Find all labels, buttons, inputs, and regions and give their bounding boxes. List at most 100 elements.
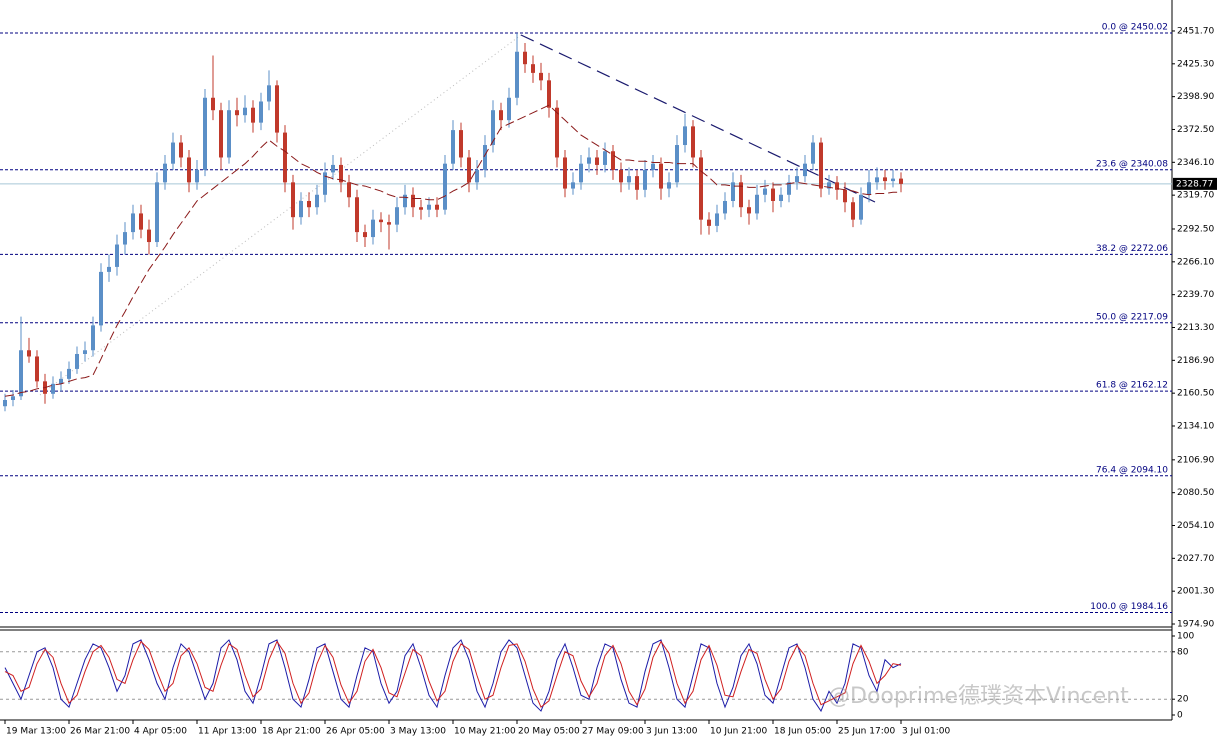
candle-body <box>259 101 263 123</box>
y-tick-label: 2106.90 <box>1177 455 1214 465</box>
y-tick-label: 2213.30 <box>1177 323 1214 333</box>
oscillator-line <box>4 640 902 708</box>
candle-body <box>19 350 23 397</box>
y-tick-label: 2372.50 <box>1177 125 1214 135</box>
candle-body <box>723 200 727 214</box>
candle-body <box>715 213 719 226</box>
candle-body <box>491 110 495 146</box>
candle-body <box>883 177 887 182</box>
candle-body <box>531 64 535 73</box>
candle-body <box>579 163 583 183</box>
candle-body <box>451 130 455 164</box>
x-tick-label: 18 Jun 05:00 <box>774 727 831 737</box>
candle-body <box>67 368 71 379</box>
candle-body <box>139 213 143 230</box>
candle-body <box>35 356 39 382</box>
candle-body <box>299 200 303 218</box>
fibo-label: 23.6 @ 2340.08 <box>1096 159 1168 169</box>
candle-body <box>795 176 799 183</box>
candle-body <box>163 163 167 183</box>
candle-body <box>827 182 831 189</box>
fibo-label: 76.4 @ 2094.10 <box>1096 465 1168 475</box>
y-tick-label: 2027.70 <box>1177 554 1214 564</box>
fibo-label: 100.0 @ 1984.16 <box>1090 602 1168 612</box>
x-tick-label: 3 Jun 13:00 <box>646 727 698 737</box>
y-tick-label: 2346.10 <box>1177 158 1214 168</box>
y-tick-label: 2292.50 <box>1177 224 1214 234</box>
candle-body <box>571 182 575 189</box>
candle-body <box>659 163 663 189</box>
candle-body <box>651 163 655 170</box>
candle-body <box>291 182 295 218</box>
candle-body <box>27 350 31 357</box>
candle-body <box>83 350 87 354</box>
candle-body <box>899 178 903 184</box>
candle-body <box>187 157 191 183</box>
candle-body <box>819 142 823 189</box>
candle-body <box>403 194 407 208</box>
y-tick-label: 2425.30 <box>1177 59 1214 69</box>
y-tick-label: 2080.50 <box>1177 488 1214 498</box>
candle-body <box>739 182 743 208</box>
fibo-label: 0.0 @ 2450.02 <box>1102 23 1168 33</box>
last-price-box <box>1173 177 1217 190</box>
candle-body <box>459 130 463 158</box>
candle-body <box>699 157 703 220</box>
candle-body <box>75 353 79 369</box>
y-tick-label: 100 <box>1177 632 1194 642</box>
candle-body <box>331 164 335 173</box>
candle-body <box>211 97 215 111</box>
last-price-label: 2328.77 <box>1176 179 1213 189</box>
y-tick-label: 2451.70 <box>1177 26 1214 36</box>
candle-body <box>787 182 791 195</box>
x-tick-label: 10 May 21:00 <box>454 727 516 737</box>
candle-body <box>779 194 783 201</box>
y-tick-label: 0 <box>1177 711 1183 721</box>
candle-body <box>691 126 695 158</box>
candle-body <box>227 110 231 158</box>
y-tick-label: 2398.90 <box>1177 92 1214 102</box>
candle-body <box>339 164 343 183</box>
candle-body <box>731 182 735 201</box>
candle-body <box>3 400 7 407</box>
candle-body <box>243 107 247 116</box>
candle-body <box>115 244 119 267</box>
candle-body <box>595 157 599 165</box>
candle-body <box>859 194 863 220</box>
candle-body <box>155 182 159 243</box>
candle-body <box>475 169 479 183</box>
y-tick-label: 2239.70 <box>1177 290 1214 300</box>
candle-body <box>851 202 855 220</box>
candle-body <box>267 85 271 102</box>
fibo-base-line <box>39 34 522 396</box>
candle-body <box>347 182 351 198</box>
candle-body <box>811 142 815 164</box>
candle-body <box>131 213 135 233</box>
fibo-label: 50.0 @ 2217.09 <box>1096 312 1168 322</box>
candle-body <box>611 151 615 170</box>
candle-body <box>755 194 759 214</box>
candle-body <box>195 169 199 183</box>
candle-body <box>547 80 551 108</box>
candle-body <box>147 229 151 243</box>
candle-body <box>707 219 711 226</box>
y-tick-label: 2266.10 <box>1177 257 1214 267</box>
candle-body <box>427 204 431 210</box>
candle-body <box>643 169 647 190</box>
candle-body <box>419 207 423 210</box>
candle-body <box>363 232 367 238</box>
candle-body <box>667 182 671 189</box>
x-tick-label: 3 May 13:00 <box>390 727 446 737</box>
y-tick-label: 2001.30 <box>1177 587 1214 597</box>
x-tick-label: 11 Apr 13:00 <box>198 727 257 737</box>
candle-body <box>507 97 511 121</box>
moving-average <box>4 104 901 397</box>
candle-body <box>555 107 559 158</box>
x-tick-label: 26 Mar 21:00 <box>70 727 130 737</box>
plot: 2451.70 2425.30 2398.90 2372.50 2346.10 2319.… <box>0 23 1217 737</box>
y-tick-label: 2186.90 <box>1177 356 1214 366</box>
candle-body <box>867 182 871 195</box>
x-tick-label: 10 Jun 21:00 <box>710 727 767 737</box>
candle-body <box>171 142 175 164</box>
candle-body <box>675 145 679 183</box>
